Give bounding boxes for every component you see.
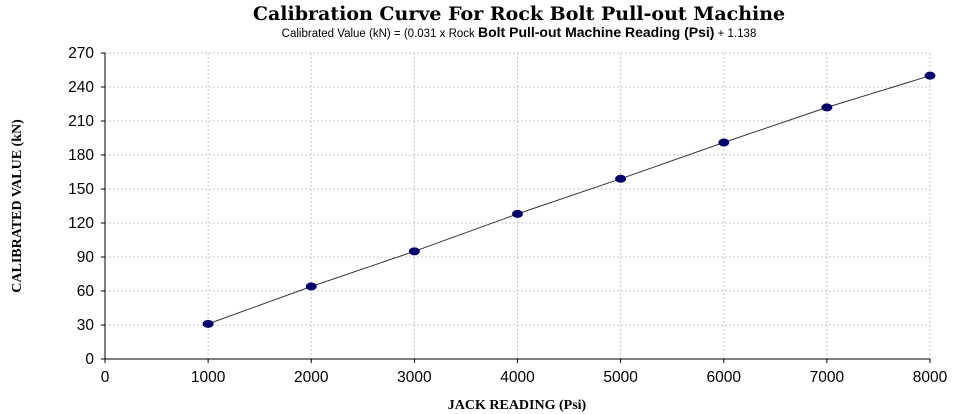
chart-title: Calibration Curve For Rock Bolt Pull-out… xyxy=(253,3,785,25)
data-point xyxy=(924,71,936,80)
x-tick-label: 0 xyxy=(101,369,110,386)
axes xyxy=(101,52,931,363)
x-tick-label: 3000 xyxy=(397,369,432,386)
data-point xyxy=(718,138,730,147)
x-tick-label: 4000 xyxy=(500,369,535,386)
y-tick-label: 0 xyxy=(85,351,94,368)
subtitle-part-2: Bolt Pull-out Machine Reading (Psi) xyxy=(478,24,714,40)
data-point xyxy=(408,247,420,256)
x-tick-label: 7000 xyxy=(810,369,845,386)
y-tick-label: 30 xyxy=(77,317,95,334)
data-point xyxy=(512,209,523,218)
y-tick-label: 60 xyxy=(77,283,95,300)
y-tick-label: 90 xyxy=(77,249,95,266)
y-axis-label: CALIBRATED VALUE (kN) xyxy=(10,119,25,293)
y-tick-label: 120 xyxy=(68,215,94,232)
subtitle-part-1: Calibrated Value (kN) = (0.031 x Rock xyxy=(282,28,478,40)
x-tick-label: 5000 xyxy=(603,369,638,386)
y-tick-label: 240 xyxy=(68,79,94,96)
y-tick-label: 270 xyxy=(68,45,94,62)
data-point xyxy=(821,103,833,112)
tick-labels: 0 1000 2000 3000 4000 5000 6000 7000 8000 0 30 60 90… xyxy=(68,45,947,386)
data-point xyxy=(305,282,317,291)
x-tick-label: 8000 xyxy=(913,369,948,386)
x-tick-label: 2000 xyxy=(294,369,329,386)
y-tick-label: 210 xyxy=(68,113,94,130)
y-tick-label: 180 xyxy=(68,147,94,164)
x-tick-label: 6000 xyxy=(707,369,742,386)
chart-subtitle: Calibrated Value (kN) = (0.031 x Rock Bo… xyxy=(282,24,757,40)
data-points xyxy=(202,71,936,328)
data-point xyxy=(615,174,627,183)
x-tick-label: 1000 xyxy=(191,369,226,386)
y-tick-label: 150 xyxy=(68,181,94,198)
grid-lines xyxy=(105,52,931,359)
trendline-layer xyxy=(207,75,931,325)
data-point xyxy=(202,319,214,328)
trendline xyxy=(207,75,931,325)
x-axis-label: JACK READING (Psi) xyxy=(448,398,587,413)
subtitle-part-3: + 1.138 xyxy=(714,28,756,40)
